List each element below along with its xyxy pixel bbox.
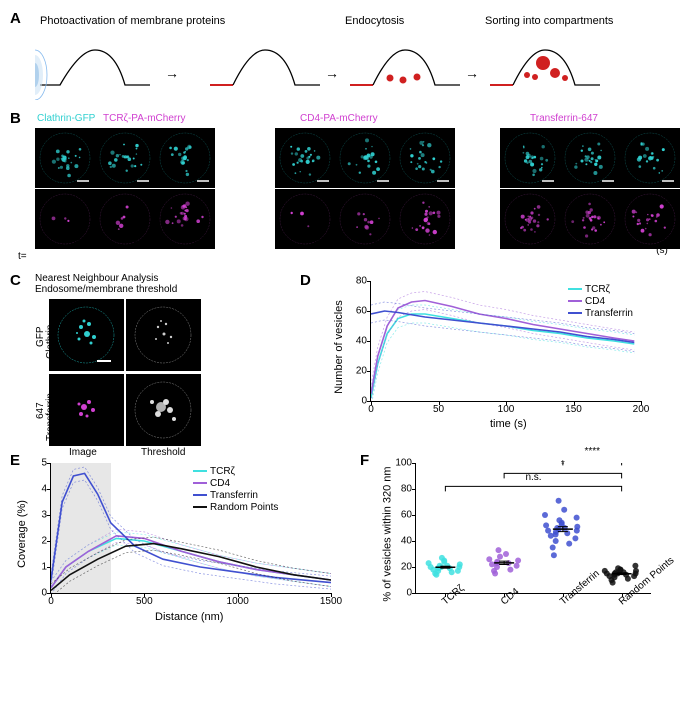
b-title-transferrin: Transferrin-647 — [530, 113, 598, 124]
panel-a-label2: Endocytosis — [345, 15, 404, 27]
c-cell-clathrin-image — [49, 299, 124, 371]
panel-d: 020406080050100150200 Number of vesicles… — [320, 273, 680, 443]
b-group-transferrin — [500, 128, 680, 249]
panel-a-label1: Photoactivation of membrane proteins — [40, 15, 225, 27]
e-legend: TCRζ CD4 Transferrin Random Points — [185, 465, 278, 513]
figure: A Photoactivation of membrane proteins E… — [10, 10, 690, 653]
c-title: Nearest Neighbour Analysis — [35, 273, 275, 284]
panel-a: Photoactivation of membrane proteins End… — [10, 10, 690, 105]
chart-f: 020406080100TCRζCD4TransferrinRandom Poi… — [415, 463, 651, 594]
e-ylabel: Coverage (%) — [16, 500, 28, 568]
panel-c: Nearest Neighbour Analysis Endosome/memb… — [35, 273, 275, 449]
d-ylabel: Number of vesicles — [333, 300, 345, 394]
c-cell-trans-image — [49, 374, 124, 446]
panel-a-label3: Sorting into compartments — [485, 15, 613, 27]
b-title-tcr: TCRζ-PA-mCherry — [103, 113, 186, 124]
c-subtitle: Endosome/membrane threshold — [35, 284, 275, 295]
b-group-tcr — [35, 128, 215, 249]
f-ylabel: % of vesicles within 320 nm — [382, 466, 394, 601]
b-time-prefix: t= — [18, 251, 27, 262]
e-xlabel: Distance (nm) — [155, 611, 223, 623]
panel-b: Clathrin-GFP TCRζ-PA-mCherry CD4-PA-mChe… — [10, 110, 690, 265]
b-title-clathrin: Clathrin-GFP — [37, 113, 95, 124]
panel-f: 020406080100TCRζCD4TransferrinRandom Poi… — [370, 453, 690, 653]
b-group-cd4 — [275, 128, 455, 249]
d-xlabel: time (s) — [490, 418, 527, 430]
c-cell-clathrin-thresh — [126, 299, 201, 371]
panel-e: 012345050010001500 Coverage (%) Distance… — [10, 453, 360, 633]
c-cell-trans-thresh — [126, 374, 201, 446]
b-title-cd4: CD4-PA-mCherry — [300, 113, 378, 124]
d-legend: TCRζ CD4 Transferrin — [560, 283, 633, 319]
